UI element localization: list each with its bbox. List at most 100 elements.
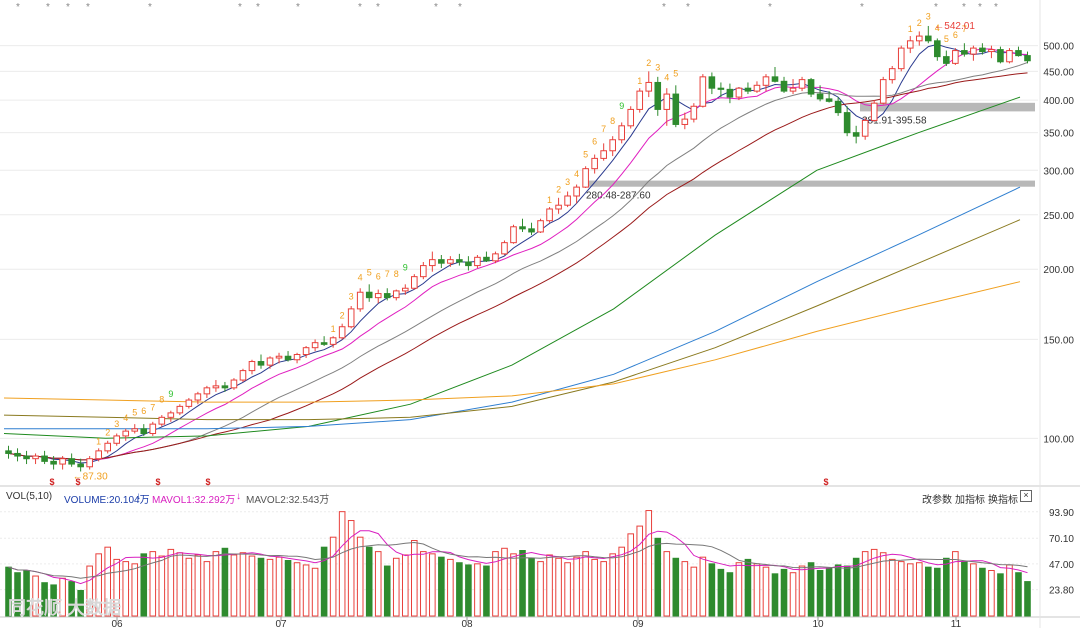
candle-body — [248, 361, 256, 372]
candle-body — [474, 256, 481, 267]
switch-indicator-button[interactable]: 换指标 — [988, 491, 1018, 506]
candle-body — [997, 49, 1004, 63]
candle-body — [221, 385, 229, 389]
candle-body — [176, 405, 184, 414]
candle-body — [915, 35, 923, 42]
volume-bar — [807, 562, 815, 617]
volume-bar — [374, 551, 382, 617]
candle-body — [979, 47, 986, 53]
event-marker: * — [148, 2, 152, 13]
dividend-marker: $ — [155, 477, 160, 487]
volume-bar — [600, 561, 607, 617]
volume-bar — [41, 582, 48, 617]
td-sequence-label: 2 — [340, 310, 345, 320]
volume-bar — [528, 557, 535, 617]
candle-body — [194, 393, 202, 401]
volume-bar — [645, 510, 653, 617]
candle-body — [690, 105, 698, 120]
volume-bar — [943, 557, 950, 617]
volume-bar — [221, 547, 229, 617]
candle-body — [573, 186, 580, 197]
candle-body — [861, 119, 869, 137]
price-tick-label: 300.00 — [1043, 166, 1074, 177]
td-sequence-label: 8 — [159, 395, 164, 405]
candle-body — [347, 308, 355, 328]
candle-body — [429, 259, 436, 267]
volume-bar — [203, 561, 211, 617]
high-price-marker: ←542.01 — [934, 21, 975, 32]
volume-bar — [816, 569, 824, 617]
ma180-line — [3, 219, 1021, 421]
price-tick-label: 450.00 — [1043, 67, 1074, 78]
candle-body — [870, 102, 878, 121]
td-sequence-label: 7 — [385, 269, 390, 279]
candle-body — [492, 253, 499, 262]
volume-bar — [212, 551, 220, 617]
candle-body — [320, 342, 328, 345]
td-sequence-label: 6 — [592, 137, 597, 147]
event-marker: * — [962, 2, 966, 13]
volume-tick-label: 70.10 — [1049, 534, 1074, 545]
volume-bar — [149, 551, 157, 617]
gap-upper-label: 381.91-395.58 — [862, 115, 927, 126]
volume-bar — [492, 551, 499, 617]
td-sequence-label: 1 — [637, 76, 642, 86]
volume-bar — [573, 556, 580, 617]
close-indicator-button[interactable]: × — [1020, 490, 1032, 502]
volume-bar — [997, 573, 1004, 617]
volume-bar — [113, 558, 121, 617]
candle-body — [744, 87, 752, 92]
volume-bar — [762, 566, 770, 617]
volume-bar — [925, 566, 932, 617]
x-tick-label: 07 — [275, 619, 287, 628]
volume-bar — [663, 551, 671, 617]
candle-body — [411, 276, 418, 289]
candle-body — [627, 108, 635, 127]
candle-body — [925, 35, 932, 42]
gap-band-upper — [860, 102, 1035, 112]
volume-bar — [609, 553, 616, 617]
td-sequence-label: 8 — [394, 269, 399, 279]
vol-indicator-name[interactable]: VOL(5,10) — [6, 491, 53, 502]
volume-bar — [970, 563, 977, 617]
volume-bar — [411, 540, 418, 617]
edit-params-button[interactable]: 改参数 — [922, 491, 952, 506]
candle-body — [618, 125, 625, 141]
volume-bar — [140, 553, 148, 617]
event-marker: * — [66, 2, 70, 13]
candle-body — [735, 87, 743, 98]
candle-body — [77, 463, 84, 468]
candle-body — [753, 84, 761, 92]
td-sequence-label: 7 — [962, 24, 967, 34]
add-indicator-button[interactable]: 加指标 — [955, 491, 985, 506]
candle-body — [41, 455, 48, 462]
volume-bar — [158, 555, 166, 617]
volume-bar — [356, 536, 364, 617]
volume-bar — [347, 520, 355, 617]
candle-body — [284, 355, 292, 361]
x-tick-label: 06 — [111, 619, 123, 628]
candle-body — [798, 79, 806, 89]
volume-bar — [861, 551, 869, 617]
gap-lower-label: 280.48-287.60 — [586, 191, 651, 202]
volume-bar — [429, 553, 436, 617]
candle-body — [149, 423, 157, 435]
event-marker: * — [296, 2, 300, 13]
candle-body — [32, 455, 39, 460]
volume-bar — [825, 567, 833, 617]
td-sequence-label: 1 — [331, 324, 336, 334]
td-sequence-label: 3 — [349, 292, 354, 302]
candle-body — [816, 93, 824, 100]
candle-body — [401, 287, 409, 292]
candle-body — [374, 293, 382, 299]
event-marker: * — [458, 2, 462, 13]
volume-bar — [275, 556, 283, 617]
volume-bar — [266, 558, 274, 617]
dividend-marker: $ — [205, 477, 210, 487]
price-tick-label: 350.00 — [1043, 129, 1074, 140]
td-sequence-label: 5 — [944, 34, 949, 44]
volume-bar — [879, 552, 887, 617]
candle-body — [546, 208, 553, 222]
candle-body — [465, 261, 472, 267]
